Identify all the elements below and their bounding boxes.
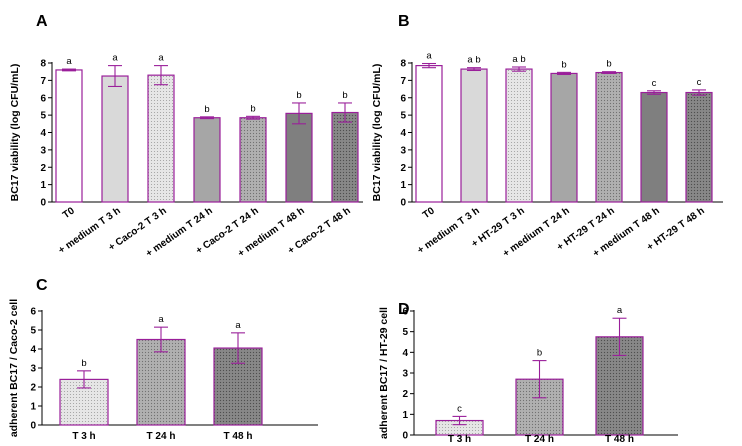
y-axis-title: BC17 viability (log CFU/mL) xyxy=(371,64,383,202)
y-tick-label: 5 xyxy=(402,327,408,338)
bar xyxy=(239,117,267,203)
y-tick-label: 3 xyxy=(30,364,36,375)
y-tick-label: 4 xyxy=(30,345,36,356)
y-tick-label: 6 xyxy=(400,93,406,104)
bar xyxy=(331,111,359,203)
bar xyxy=(55,69,83,203)
y-tick-label: 7 xyxy=(40,76,46,87)
y-tick-label: 0 xyxy=(402,431,408,442)
panel-a: A BC17 viability (log CFU/mL) 0 1 2 3 4 5 6 7 8 a T0… xyxy=(9,13,363,260)
significance-letter: a xyxy=(158,53,164,64)
y-tick-label: 2 xyxy=(402,389,408,400)
bar xyxy=(101,75,129,203)
y-tick-label: 0 xyxy=(40,198,46,209)
y-tick-label: 4 xyxy=(402,348,408,359)
bar xyxy=(640,91,668,203)
category-label: T 24 h xyxy=(147,431,176,442)
significance-letter: a xyxy=(112,53,118,64)
panel-label: B xyxy=(398,13,410,30)
significance-letter: a b xyxy=(512,54,525,65)
y-tick-label: 0 xyxy=(30,421,36,432)
significance-letter: b xyxy=(561,59,566,70)
significance-letter: b xyxy=(81,358,86,369)
y-tick-label: 2 xyxy=(400,163,406,174)
category-label: T 48 h xyxy=(224,431,253,442)
category-label: T0 xyxy=(421,205,437,221)
significance-letter: a xyxy=(235,320,241,331)
y-tick-label: 6 xyxy=(402,307,408,318)
bar xyxy=(460,68,488,203)
significance-letter: b xyxy=(204,104,209,115)
category-label: T0 xyxy=(61,205,77,221)
bar xyxy=(595,71,623,203)
significance-letter: c xyxy=(652,78,657,89)
significance-letter: a xyxy=(158,314,164,325)
y-tick-label: 3 xyxy=(400,145,406,156)
significance-letter: b xyxy=(537,348,542,359)
bar xyxy=(415,65,443,203)
y-tick-label: 1 xyxy=(402,410,408,421)
y-tick-label: 8 xyxy=(40,59,46,70)
y-tick-label: 2 xyxy=(40,163,46,174)
significance-letter: a xyxy=(66,56,72,67)
significance-letter: b xyxy=(250,103,255,114)
y-tick-label: 6 xyxy=(40,93,46,104)
y-axis-title: adherent BC17 / HT-29 cell xyxy=(378,307,390,439)
bar xyxy=(285,112,313,203)
y-tick-label: 1 xyxy=(30,402,36,413)
panel-b: B BC17 viability (log CFU/mL) 0 1 2 3 4 5 6 7 8 a T0… xyxy=(371,13,723,260)
y-tick-label: 3 xyxy=(40,145,46,156)
significance-letter: b xyxy=(296,90,301,101)
y-tick-label: 5 xyxy=(40,111,46,122)
y-tick-label: 5 xyxy=(400,111,406,122)
category-label: T 3 h xyxy=(72,431,95,442)
y-tick-label: 2 xyxy=(30,383,36,394)
bar xyxy=(193,117,221,203)
category-label: T 3 h xyxy=(448,434,471,445)
bar xyxy=(136,338,186,426)
bar xyxy=(515,378,564,436)
significance-letter: a xyxy=(617,305,623,316)
y-tick-label: 0 xyxy=(400,198,406,209)
panel-label: A xyxy=(36,13,48,30)
significance-letter: b xyxy=(606,59,611,70)
y-tick-label: 3 xyxy=(402,369,408,380)
bar xyxy=(147,74,175,203)
panel-label: D xyxy=(398,301,410,318)
category-label: T 24 h xyxy=(525,434,554,445)
y-axis-title: adherent BC17 / Caco-2 cell xyxy=(8,299,20,437)
significance-letter: c xyxy=(457,403,462,414)
significance-letter: c xyxy=(697,77,702,88)
panel-label: C xyxy=(36,277,48,294)
y-tick-label: 4 xyxy=(400,128,406,139)
y-tick-label: 5 xyxy=(30,326,36,337)
y-tick-label: 6 xyxy=(30,307,36,318)
bar xyxy=(685,91,713,203)
y-tick-label: 4 xyxy=(40,128,46,139)
significance-letter: a xyxy=(426,51,432,62)
bar xyxy=(550,72,578,203)
y-tick-label: 1 xyxy=(400,180,406,191)
significance-letter: a b xyxy=(467,55,480,66)
y-axis-title: BC17 viability (log CFU/mL) xyxy=(9,64,21,202)
y-tick-label: 8 xyxy=(400,59,406,70)
category-label: T 48 h xyxy=(605,434,634,445)
y-tick-label: 1 xyxy=(40,180,46,191)
y-tick-label: 7 xyxy=(400,76,406,87)
significance-letter: b xyxy=(342,90,347,101)
bar xyxy=(505,68,533,203)
